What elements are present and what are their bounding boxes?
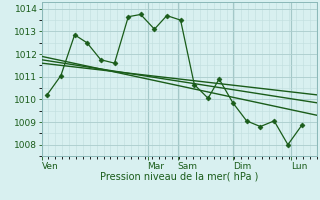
X-axis label: Pression niveau de la mer( hPa ): Pression niveau de la mer( hPa ) [100, 172, 258, 182]
